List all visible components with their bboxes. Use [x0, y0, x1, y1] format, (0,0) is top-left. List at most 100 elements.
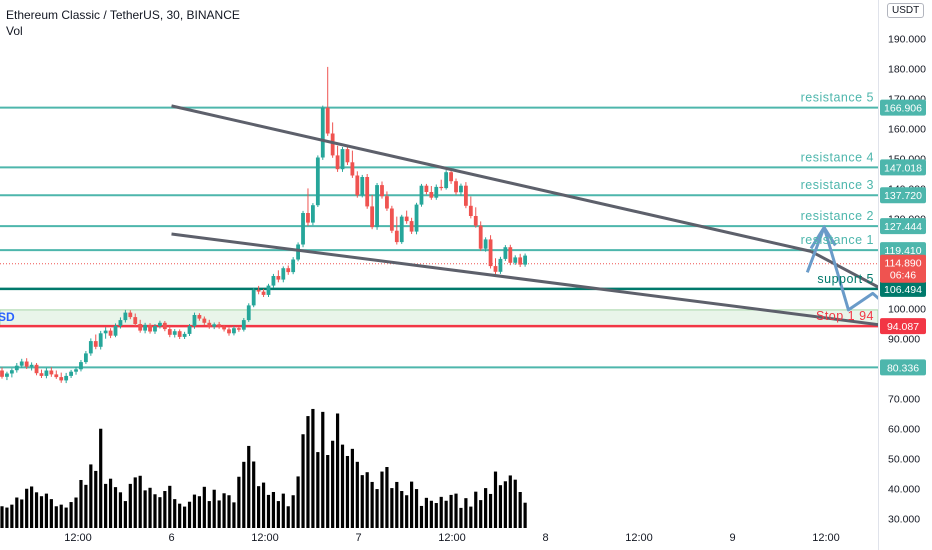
volume-bar	[271, 491, 276, 528]
candle-body	[340, 149, 345, 170]
volume-bar	[113, 487, 118, 528]
candle-body	[251, 289, 256, 306]
candle-body	[192, 315, 197, 327]
volume-bar	[5, 507, 9, 528]
volume-bar	[311, 408, 315, 528]
x-tick-label: 12:00	[64, 532, 92, 544]
candle-body	[503, 247, 508, 259]
volume-bar	[237, 476, 241, 528]
plot-area: SD	[0, 66, 878, 528]
level-price-label: 127.444	[884, 221, 922, 233]
volume-bar	[345, 455, 350, 528]
volume-bar	[99, 428, 103, 528]
candle-body	[54, 374, 59, 378]
candle-body	[108, 330, 113, 336]
level-price-label: 94.087	[887, 321, 919, 333]
candle-body	[483, 239, 488, 249]
current-price-label: 114.890	[884, 258, 921, 270]
candle-body	[286, 268, 291, 273]
candle-body	[459, 185, 463, 193]
candle-body	[59, 377, 64, 381]
level-price-badge	[880, 187, 926, 204]
volume-bar	[163, 491, 167, 528]
volume-bar	[261, 482, 266, 528]
candle-body	[508, 247, 513, 263]
candle-body	[29, 364, 34, 367]
candle-body	[98, 333, 103, 347]
volume-bar	[335, 413, 340, 528]
volume-bar	[0, 506, 4, 528]
candle-body	[113, 325, 118, 336]
volume-bar	[187, 501, 192, 528]
level-label: Stop 1 94	[816, 309, 874, 323]
volume-bar	[484, 488, 488, 528]
x-tick-label: 8	[542, 532, 548, 544]
y-tick-label: 100.000	[888, 303, 926, 315]
candle-body	[296, 244, 300, 260]
volume-bar	[49, 499, 53, 528]
volume-bar	[148, 487, 152, 528]
level-price-badge	[880, 359, 926, 376]
volume-bar	[400, 491, 404, 528]
x-tick-label: 12:00	[812, 532, 840, 544]
candle-body	[429, 192, 434, 198]
candle-body	[478, 225, 483, 249]
volume-bar	[306, 416, 310, 528]
level-price-label: 166.906	[884, 103, 922, 115]
candle-body	[261, 291, 266, 295]
volume-bar	[493, 471, 498, 528]
level-price-badge	[880, 318, 926, 335]
candle-body	[236, 328, 241, 330]
volume-bar	[10, 504, 14, 528]
candle-body	[187, 326, 192, 334]
volume-bar	[350, 448, 354, 528]
level-label: support 5	[817, 272, 874, 286]
candle-body	[325, 107, 330, 134]
candle-body	[434, 186, 439, 198]
volume-bar	[118, 492, 123, 528]
candle-body	[128, 312, 133, 318]
candle-body	[143, 324, 148, 331]
candle-body	[473, 216, 478, 226]
volume-bar	[370, 481, 374, 528]
current-price-badge	[880, 254, 926, 283]
candle-body	[385, 196, 389, 209]
volume-bar	[94, 470, 98, 528]
demand-zone	[0, 309, 878, 327]
candle-body	[424, 185, 429, 192]
x-tick-label: 12:00	[625, 532, 653, 544]
candle-body	[5, 373, 9, 377]
candle-body	[103, 330, 108, 334]
volume-bar	[340, 444, 345, 528]
candle-body	[172, 331, 177, 335]
candle-body	[375, 185, 379, 228]
volume-bar	[449, 494, 453, 528]
candle-body	[360, 177, 365, 196]
x-tick-label: 12:00	[438, 532, 466, 544]
volume-bar	[326, 455, 330, 528]
volume-bar	[316, 452, 320, 528]
candle-body	[523, 255, 528, 265]
candle-body	[350, 162, 355, 176]
volume-bar	[69, 502, 73, 528]
candle-body	[177, 331, 182, 337]
candle-body	[153, 326, 157, 332]
volume-bar	[79, 479, 83, 528]
candle-body	[158, 322, 162, 327]
candle-body	[404, 216, 409, 222]
volume-bar	[301, 434, 305, 528]
volume-bar	[138, 475, 142, 528]
volume-bar	[34, 492, 39, 528]
currency-unit-button[interactable]: USDT	[887, 3, 925, 18]
candle-body	[241, 320, 246, 330]
volume-bar	[331, 440, 335, 528]
candle-body	[246, 305, 251, 321]
level-price-badge	[880, 280, 926, 297]
y-tick-label: 90.000	[888, 333, 920, 345]
candle-body	[69, 371, 73, 376]
candle-body	[518, 257, 523, 265]
candle-body	[335, 155, 340, 170]
volume-bar	[291, 495, 295, 528]
level-price-label: 137.720	[884, 190, 922, 202]
